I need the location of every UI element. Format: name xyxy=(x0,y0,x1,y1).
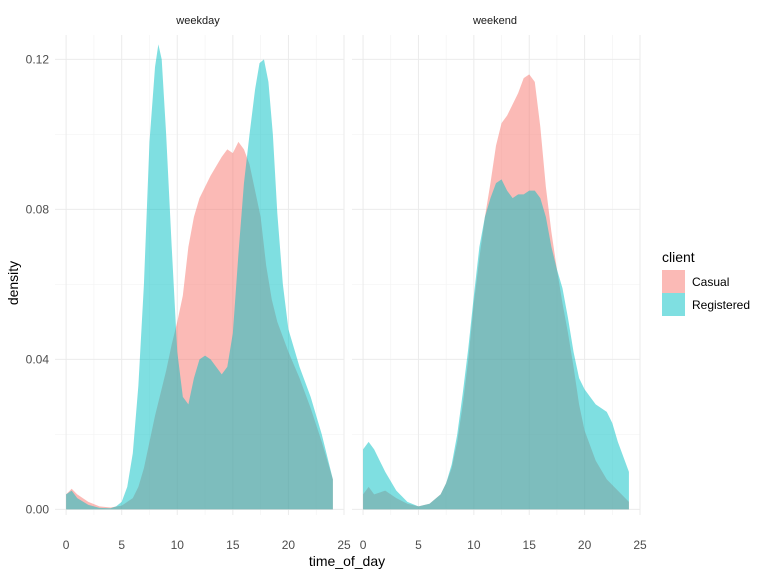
density-area-registered xyxy=(363,179,629,510)
y-tick-label: 0.12 xyxy=(26,52,50,66)
legend: client Casual Registered xyxy=(662,249,750,316)
x-axis-title: time_of_day xyxy=(309,553,385,569)
y-tick-label: 0.04 xyxy=(26,352,50,366)
x-tick-label: 15 xyxy=(226,538,240,552)
legend-key-registered xyxy=(662,293,685,316)
facet-panel-weekend xyxy=(352,35,641,515)
legend-label-casual: Casual xyxy=(692,275,729,289)
x-tick-label: 0 xyxy=(63,538,70,552)
legend-label-registered: Registered xyxy=(692,298,750,312)
x-tick-label: 25 xyxy=(633,538,647,552)
strip-label-weekday: weekday xyxy=(175,15,220,27)
facet-panel-weekday xyxy=(55,35,345,515)
y-tick-label: 0.08 xyxy=(26,202,50,216)
y-tick-label: 0.00 xyxy=(26,502,50,516)
density-area-registered xyxy=(66,44,333,510)
x-tick-label: 5 xyxy=(415,538,422,552)
x-tick-label: 20 xyxy=(282,538,296,552)
x-tick-label: 0 xyxy=(360,538,367,552)
x-tick-label: 10 xyxy=(467,538,481,552)
y-axis-ticks: 0.00 0.04 0.08 0.12 xyxy=(26,52,50,516)
x-tick-label: 20 xyxy=(578,538,592,552)
y-axis-title: density xyxy=(5,261,21,305)
x-tick-label: 25 xyxy=(337,538,351,552)
x-tick-label: 15 xyxy=(523,538,537,552)
x-tick-label: 10 xyxy=(171,538,185,552)
x-tick-label: 5 xyxy=(118,538,125,552)
strip-label-weekend: weekend xyxy=(472,15,517,27)
legend-key-casual xyxy=(662,270,685,293)
x-axis-ticks: 0 5 10 15 20 25 0 5 10 15 20 25 xyxy=(63,538,647,552)
legend-title: client xyxy=(662,249,695,265)
